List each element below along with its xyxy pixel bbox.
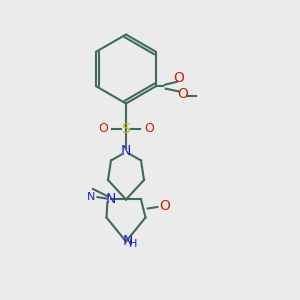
Text: N: N (87, 192, 96, 202)
Text: O: O (144, 122, 154, 136)
Text: H: H (129, 239, 137, 249)
Text: N: N (122, 235, 133, 248)
Text: O: O (173, 71, 184, 85)
Text: N: N (106, 193, 116, 206)
Text: O: O (159, 200, 170, 213)
Text: O: O (177, 87, 188, 101)
Text: O: O (98, 122, 108, 136)
Text: N: N (121, 145, 131, 158)
Text: S: S (122, 122, 130, 136)
